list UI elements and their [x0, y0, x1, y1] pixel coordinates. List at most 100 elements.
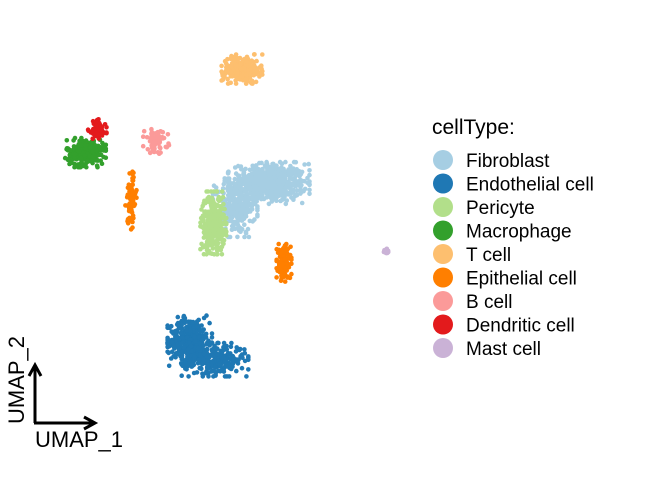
data-point — [191, 370, 197, 376]
data-point — [128, 209, 133, 214]
data-point — [99, 161, 105, 166]
data-point — [252, 217, 257, 222]
legend-swatch — [433, 150, 453, 170]
legend-label: Endothelial cell — [466, 175, 594, 196]
data-point — [181, 313, 187, 319]
data-point — [269, 168, 275, 174]
data-point — [201, 251, 207, 257]
legend-item: Endothelial cell — [433, 173, 594, 196]
data-point — [247, 67, 253, 72]
data-point — [196, 357, 202, 363]
data-point — [192, 334, 197, 340]
series-macrophage — [62, 135, 109, 170]
data-point — [261, 188, 267, 193]
data-point — [90, 128, 95, 134]
data-point — [72, 152, 78, 157]
legend-item: Dendritic cell — [433, 314, 575, 337]
data-point — [78, 155, 84, 161]
data-point — [233, 191, 238, 197]
data-point — [219, 252, 225, 257]
data-point — [207, 343, 212, 348]
data-point — [232, 165, 238, 170]
data-point — [254, 170, 259, 175]
data-point — [215, 340, 221, 346]
data-point — [214, 245, 219, 251]
data-point — [207, 231, 212, 236]
data-point — [71, 138, 76, 143]
data-point — [235, 358, 240, 364]
data-point — [253, 184, 259, 189]
data-point — [203, 242, 208, 248]
legend-item: B cell — [433, 291, 512, 313]
data-point — [104, 125, 109, 130]
data-point — [127, 171, 132, 176]
legend-item: Pericyte — [433, 197, 535, 219]
data-point — [233, 62, 239, 68]
data-point — [169, 339, 175, 345]
data-point — [274, 258, 279, 264]
data-point — [218, 223, 224, 228]
data-point — [204, 354, 210, 360]
data-point — [281, 166, 286, 172]
data-point — [169, 329, 174, 335]
data-point — [306, 161, 312, 167]
data-point — [157, 139, 163, 145]
data-point — [209, 331, 215, 336]
data-point — [225, 184, 231, 189]
data-point — [194, 323, 200, 329]
data-point — [254, 58, 259, 64]
data-point — [258, 72, 263, 77]
data-point — [95, 132, 101, 137]
data-point — [246, 367, 251, 372]
data-point — [206, 374, 211, 379]
legend-swatch — [433, 197, 453, 217]
data-point — [221, 367, 226, 373]
data-point — [227, 196, 233, 201]
data-point — [238, 62, 243, 67]
data-point — [243, 77, 249, 82]
data-point — [145, 147, 151, 152]
data-point — [245, 179, 250, 184]
data-point — [201, 315, 207, 321]
data-point — [147, 150, 153, 156]
data-point — [285, 246, 291, 251]
data-point — [158, 145, 163, 151]
data-point — [223, 357, 228, 363]
data-point — [231, 356, 237, 361]
data-point — [216, 368, 221, 374]
data-point — [128, 184, 134, 189]
data-point — [239, 167, 244, 172]
data-point — [201, 327, 206, 332]
data-point — [278, 278, 284, 284]
data-point — [200, 360, 206, 365]
data-point — [203, 335, 209, 340]
data-point — [180, 335, 185, 341]
legend-swatch — [433, 244, 453, 264]
data-point — [185, 347, 191, 353]
data-point — [169, 349, 175, 355]
data-point — [228, 344, 234, 350]
data-point — [219, 189, 225, 194]
data-point — [269, 185, 274, 190]
data-point — [230, 74, 235, 79]
data-point — [260, 166, 265, 172]
data-point — [236, 173, 242, 179]
data-point — [307, 191, 312, 197]
data-point — [176, 346, 182, 351]
data-point — [204, 358, 210, 363]
data-point — [286, 172, 292, 177]
data-point — [85, 127, 91, 132]
data-point — [152, 146, 157, 152]
data-point — [130, 225, 135, 230]
data-point — [217, 229, 222, 234]
data-point — [289, 257, 294, 263]
data-point — [96, 152, 101, 158]
data-point — [235, 198, 240, 204]
data-point — [229, 223, 235, 229]
data-point — [87, 153, 92, 159]
data-point — [188, 343, 194, 349]
data-point — [208, 243, 214, 248]
data-point — [210, 353, 216, 359]
data-point — [173, 330, 178, 336]
